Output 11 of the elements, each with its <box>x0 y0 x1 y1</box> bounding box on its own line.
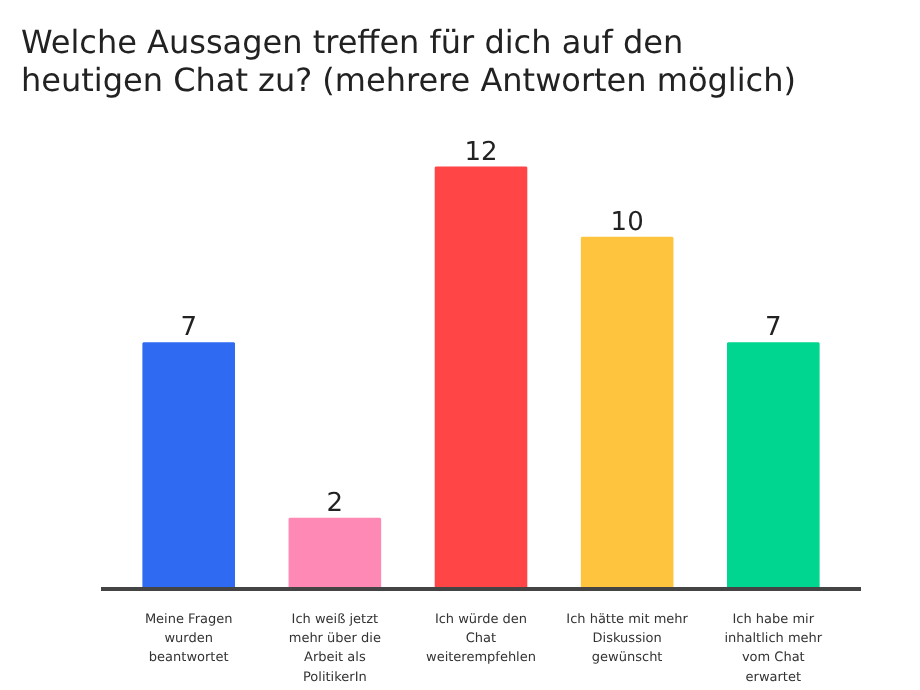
data-label: 2 <box>326 488 344 519</box>
bar <box>727 342 820 589</box>
chart-title: Welche Aussagen treffen für dich auf den heutigen Chat zu? (mehrere Antworten möglich) <box>21 23 796 99</box>
data-label: 12 <box>464 137 498 168</box>
data-label: 10 <box>610 207 644 238</box>
data-label: 7 <box>765 313 782 344</box>
data-label: 7 <box>180 313 197 344</box>
bar <box>580 236 674 589</box>
bar <box>434 166 528 589</box>
bar <box>142 342 235 589</box>
bar <box>288 517 382 589</box>
